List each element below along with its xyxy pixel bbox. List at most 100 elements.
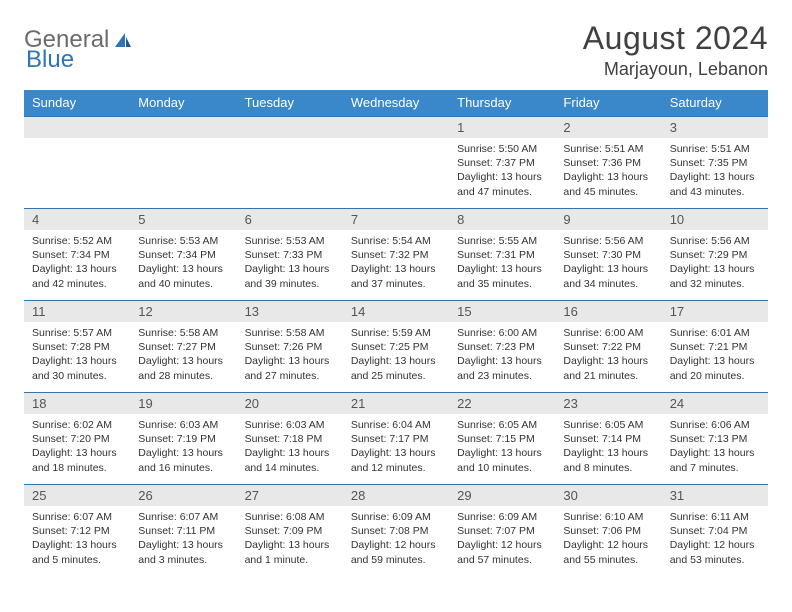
daylight-line: Daylight: 12 hours and 53 minutes. xyxy=(670,538,760,566)
sunrise-line: Sunrise: 6:07 AM xyxy=(138,510,228,524)
daylight-line: Daylight: 13 hours and 35 minutes. xyxy=(457,262,547,290)
day-cell: 31Sunrise: 6:11 AMSunset: 7:04 PMDayligh… xyxy=(662,484,768,576)
sunset-line: Sunset: 7:37 PM xyxy=(457,156,547,170)
sunrise-line: Sunrise: 5:53 AM xyxy=(245,234,335,248)
sunset-line: Sunset: 7:04 PM xyxy=(670,524,760,538)
day-details: Sunrise: 5:50 AMSunset: 7:37 PMDaylight:… xyxy=(449,138,555,205)
sunset-line: Sunset: 7:33 PM xyxy=(245,248,335,262)
day-number: 16 xyxy=(555,300,661,322)
day-number: 29 xyxy=(449,484,555,506)
daylight-line: Daylight: 13 hours and 16 minutes. xyxy=(138,446,228,474)
day-details: Sunrise: 6:04 AMSunset: 7:17 PMDaylight:… xyxy=(343,414,449,481)
daylight-line: Daylight: 13 hours and 14 minutes. xyxy=(245,446,335,474)
day-details: Sunrise: 5:56 AMSunset: 7:29 PMDaylight:… xyxy=(662,230,768,297)
day-details: Sunrise: 6:10 AMSunset: 7:06 PMDaylight:… xyxy=(555,506,661,573)
sunrise-line: Sunrise: 6:08 AM xyxy=(245,510,335,524)
sunrise-line: Sunrise: 6:09 AM xyxy=(351,510,441,524)
day-details: Sunrise: 5:53 AMSunset: 7:34 PMDaylight:… xyxy=(130,230,236,297)
sunset-line: Sunset: 7:28 PM xyxy=(32,340,122,354)
sunrise-line: Sunrise: 6:10 AM xyxy=(563,510,653,524)
daylight-line: Daylight: 13 hours and 25 minutes. xyxy=(351,354,441,382)
week-row: 11Sunrise: 5:57 AMSunset: 7:28 PMDayligh… xyxy=(24,300,768,392)
day-number xyxy=(130,116,236,138)
day-cell: 15Sunrise: 6:00 AMSunset: 7:23 PMDayligh… xyxy=(449,300,555,392)
sunrise-line: Sunrise: 5:50 AM xyxy=(457,142,547,156)
day-number xyxy=(343,116,449,138)
daylight-line: Daylight: 13 hours and 39 minutes. xyxy=(245,262,335,290)
daylight-line: Daylight: 12 hours and 55 minutes. xyxy=(563,538,653,566)
weekday-header: Saturday xyxy=(662,90,768,116)
day-number: 28 xyxy=(343,484,449,506)
sunset-line: Sunset: 7:06 PM xyxy=(563,524,653,538)
weekday-header: Wednesday xyxy=(343,90,449,116)
day-number: 20 xyxy=(237,392,343,414)
weekday-header: Friday xyxy=(555,90,661,116)
sunset-line: Sunset: 7:13 PM xyxy=(670,432,760,446)
daylight-line: Daylight: 13 hours and 5 minutes. xyxy=(32,538,122,566)
sunset-line: Sunset: 7:34 PM xyxy=(138,248,228,262)
day-details: Sunrise: 6:01 AMSunset: 7:21 PMDaylight:… xyxy=(662,322,768,389)
day-cell xyxy=(343,116,449,208)
day-details: Sunrise: 6:02 AMSunset: 7:20 PMDaylight:… xyxy=(24,414,130,481)
day-number: 14 xyxy=(343,300,449,322)
weekday-header: Tuesday xyxy=(237,90,343,116)
day-number: 22 xyxy=(449,392,555,414)
day-number: 18 xyxy=(24,392,130,414)
daylight-line: Daylight: 13 hours and 3 minutes. xyxy=(138,538,228,566)
sunrise-line: Sunrise: 5:58 AM xyxy=(245,326,335,340)
month-title: August 2024 xyxy=(583,20,768,57)
sunrise-line: Sunrise: 6:01 AM xyxy=(670,326,760,340)
day-details: Sunrise: 5:58 AMSunset: 7:26 PMDaylight:… xyxy=(237,322,343,389)
daylight-line: Daylight: 13 hours and 21 minutes. xyxy=(563,354,653,382)
day-cell: 24Sunrise: 6:06 AMSunset: 7:13 PMDayligh… xyxy=(662,392,768,484)
sunset-line: Sunset: 7:18 PM xyxy=(245,432,335,446)
day-cell: 22Sunrise: 6:05 AMSunset: 7:15 PMDayligh… xyxy=(449,392,555,484)
sunrise-line: Sunrise: 6:11 AM xyxy=(670,510,760,524)
daylight-line: Daylight: 13 hours and 27 minutes. xyxy=(245,354,335,382)
day-details: Sunrise: 5:53 AMSunset: 7:33 PMDaylight:… xyxy=(237,230,343,297)
sunset-line: Sunset: 7:31 PM xyxy=(457,248,547,262)
daylight-line: Daylight: 13 hours and 10 minutes. xyxy=(457,446,547,474)
sunset-line: Sunset: 7:11 PM xyxy=(138,524,228,538)
day-number: 6 xyxy=(237,208,343,230)
daylight-line: Daylight: 13 hours and 42 minutes. xyxy=(32,262,122,290)
sunset-line: Sunset: 7:35 PM xyxy=(670,156,760,170)
sunrise-line: Sunrise: 6:06 AM xyxy=(670,418,760,432)
day-cell: 9Sunrise: 5:56 AMSunset: 7:30 PMDaylight… xyxy=(555,208,661,300)
sunset-line: Sunset: 7:36 PM xyxy=(563,156,653,170)
day-cell: 16Sunrise: 6:00 AMSunset: 7:22 PMDayligh… xyxy=(555,300,661,392)
sunset-line: Sunset: 7:14 PM xyxy=(563,432,653,446)
day-cell: 29Sunrise: 6:09 AMSunset: 7:07 PMDayligh… xyxy=(449,484,555,576)
sunrise-line: Sunrise: 6:07 AM xyxy=(32,510,122,524)
sunset-line: Sunset: 7:29 PM xyxy=(670,248,760,262)
sunrise-line: Sunrise: 5:56 AM xyxy=(563,234,653,248)
day-cell: 17Sunrise: 6:01 AMSunset: 7:21 PMDayligh… xyxy=(662,300,768,392)
weekday-header: Sunday xyxy=(24,90,130,116)
logo-sail-icon xyxy=(113,31,133,49)
day-cell xyxy=(24,116,130,208)
day-details: Sunrise: 6:05 AMSunset: 7:15 PMDaylight:… xyxy=(449,414,555,481)
sunset-line: Sunset: 7:32 PM xyxy=(351,248,441,262)
day-number: 11 xyxy=(24,300,130,322)
daylight-line: Daylight: 12 hours and 59 minutes. xyxy=(351,538,441,566)
day-details: Sunrise: 5:55 AMSunset: 7:31 PMDaylight:… xyxy=(449,230,555,297)
day-number: 23 xyxy=(555,392,661,414)
day-number: 17 xyxy=(662,300,768,322)
sunrise-line: Sunrise: 5:52 AM xyxy=(32,234,122,248)
sunrise-line: Sunrise: 6:05 AM xyxy=(457,418,547,432)
day-details: Sunrise: 5:59 AMSunset: 7:25 PMDaylight:… xyxy=(343,322,449,389)
day-number: 9 xyxy=(555,208,661,230)
calendar: SundayMondayTuesdayWednesdayThursdayFrid… xyxy=(24,90,768,576)
sunrise-line: Sunrise: 6:03 AM xyxy=(245,418,335,432)
title-block: August 2024 Marjayoun, Lebanon xyxy=(583,20,768,80)
day-details: Sunrise: 5:52 AMSunset: 7:34 PMDaylight:… xyxy=(24,230,130,297)
weekday-header-row: SundayMondayTuesdayWednesdayThursdayFrid… xyxy=(24,90,768,116)
day-number xyxy=(237,116,343,138)
daylight-line: Daylight: 13 hours and 43 minutes. xyxy=(670,170,760,198)
day-cell: 19Sunrise: 6:03 AMSunset: 7:19 PMDayligh… xyxy=(130,392,236,484)
day-number: 10 xyxy=(662,208,768,230)
day-cell: 21Sunrise: 6:04 AMSunset: 7:17 PMDayligh… xyxy=(343,392,449,484)
day-details: Sunrise: 6:09 AMSunset: 7:08 PMDaylight:… xyxy=(343,506,449,573)
day-cell: 13Sunrise: 5:58 AMSunset: 7:26 PMDayligh… xyxy=(237,300,343,392)
week-row: 18Sunrise: 6:02 AMSunset: 7:20 PMDayligh… xyxy=(24,392,768,484)
